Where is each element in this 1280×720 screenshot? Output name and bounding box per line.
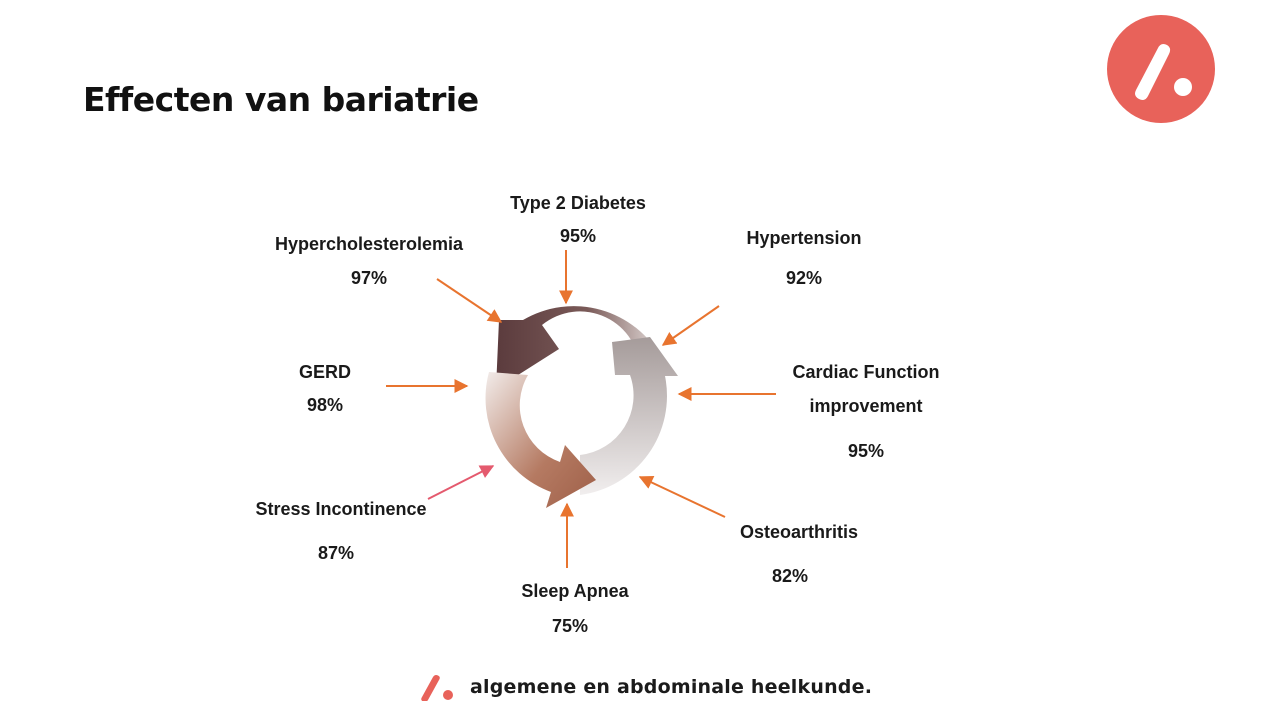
arrow-hypercholesterolemia [436,278,503,323]
label-name: Hypertension [746,228,862,248]
slide-title: Effecten van bariatrie [83,80,479,119]
label-value: 75% [551,616,589,636]
arrow-hypertension [661,305,720,346]
label-value: 95% [559,226,597,246]
label-gerd: GERD 98% [285,363,365,414]
label-osteoarthritis: Osteoarthritis 82% [726,523,872,585]
footer-text: algemene en abdominale heelkunde. [470,676,873,698]
label-value: 87% [317,543,355,563]
cycle-segment-right [580,337,678,495]
label-value: 98% [306,395,344,415]
label-name: Sleep Apnea [521,581,629,601]
brand-logo [1107,15,1215,123]
label-name: Stress Incontinence [255,499,427,519]
label-hypertension: Hypertension 92% [732,229,876,287]
cycle-segment-top [496,306,662,389]
label-name-line2: improvement [809,396,923,416]
label-value: 95% [847,441,885,461]
label-hypercholesterolemia: Hypercholesterolemia 97% [261,235,477,287]
label-name: Hypercholesterolemia [274,234,464,254]
label-stress-incontinence: Stress Incontinence 87% [238,500,444,562]
arrow-stress-incontinence [427,465,495,500]
label-name: Type 2 Diabetes [510,193,646,213]
label-type2-diabetes: Type 2 Diabetes 95% [500,194,656,245]
cycle-segment-bottom [485,372,596,508]
footer-logo-icon [421,675,453,701]
label-name: GERD [298,362,351,382]
footer-branding: algemene en abdominale heelkunde. [420,672,872,702]
label-value: 92% [785,268,823,288]
label-value: 82% [771,566,809,586]
label-name-line1: Cardiac Function [792,362,940,382]
label-name: Osteoarthritis [739,522,859,542]
label-sleep-apnea: Sleep Apnea 75% [506,582,644,635]
label-value: 97% [350,268,388,288]
arrow-osteoarthritis [638,476,726,518]
label-cardiac-function: Cardiac Function improvement 95% [780,363,952,460]
